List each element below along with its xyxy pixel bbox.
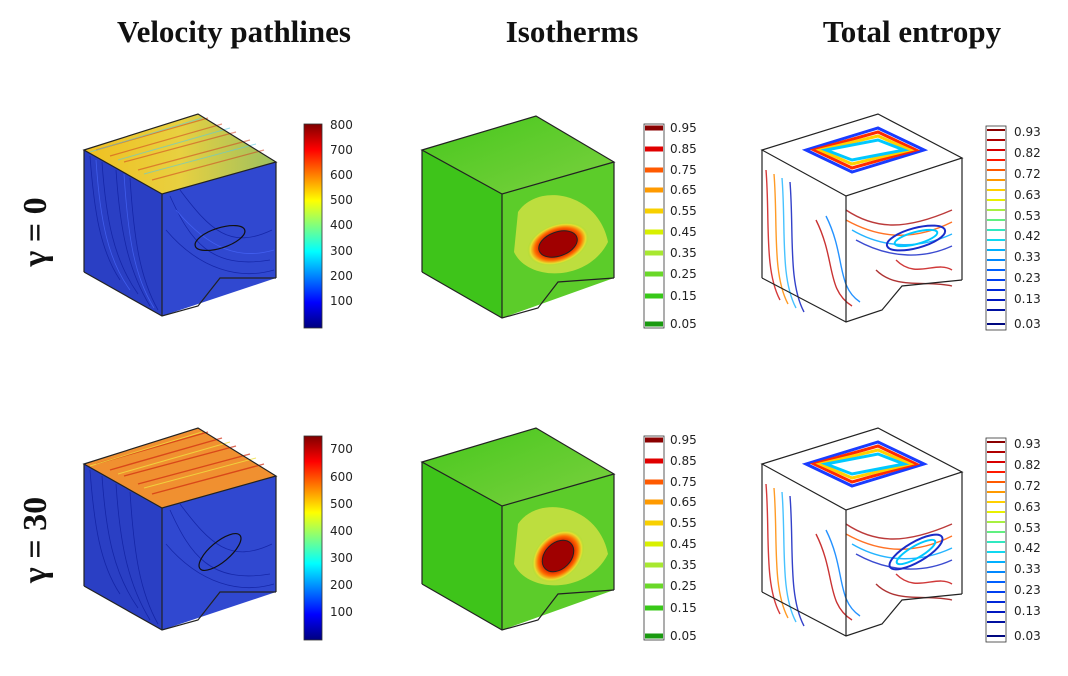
colorbar-tick: 0.95 bbox=[670, 121, 697, 135]
colorbar-tick: 0.05 bbox=[670, 629, 697, 643]
colorbar-tick: 0.13 bbox=[1014, 292, 1041, 306]
colorbar-tick: 700 bbox=[330, 143, 353, 157]
colorbar-tick: 0.95 bbox=[670, 433, 697, 447]
colorbar-tick: 0.85 bbox=[670, 142, 697, 156]
colorbar-tick: 0.93 bbox=[1014, 437, 1041, 451]
colorbar-tick: 0.25 bbox=[670, 267, 697, 281]
colorbar-tick: 500 bbox=[330, 193, 353, 207]
colorbar-tick: 800 bbox=[330, 118, 353, 132]
colorbar-tick: 0.35 bbox=[670, 246, 697, 260]
colorbar-tick: 0.45 bbox=[670, 537, 697, 551]
colorbar-tick: 0.03 bbox=[1014, 629, 1041, 643]
isotherms-colorbar-gamma-30: 0.95 0.85 0.75 0.65 0.55 0.45 0.35 0.25 … bbox=[643, 433, 697, 643]
colorbar-tick: 0.42 bbox=[1014, 229, 1041, 243]
colorbar-tick: 0.13 bbox=[1014, 604, 1041, 618]
colorbar-tick: 600 bbox=[330, 470, 353, 484]
colorbar-tick: 0.63 bbox=[1014, 500, 1041, 514]
velocity-colorbar-gamma-0: 800 700 600 500 400 300 200 100 bbox=[303, 118, 353, 329]
colorbar-tick: 0.05 bbox=[670, 317, 697, 331]
colorbar-tick: 0.15 bbox=[670, 289, 697, 303]
column-title-velocity: Velocity pathlines bbox=[117, 14, 351, 49]
colorbar-tick: 500 bbox=[330, 497, 353, 511]
row-label-gamma-30: γ = 30 bbox=[17, 496, 54, 584]
colorbar-tick: 0.93 bbox=[1014, 125, 1041, 139]
colorbar-tick: 0.35 bbox=[670, 558, 697, 572]
isotherms-cube-gamma-0 bbox=[420, 115, 616, 319]
colorbar-tick: 400 bbox=[330, 524, 353, 538]
colorbar-tick: 0.15 bbox=[670, 601, 697, 615]
column-title-isotherms: Isotherms bbox=[505, 14, 639, 49]
entropy-cube-gamma-0 bbox=[760, 113, 964, 323]
colorbar-tick: 0.33 bbox=[1014, 562, 1041, 576]
colorbar-tick: 0.53 bbox=[1014, 521, 1041, 535]
colorbar-tick: 100 bbox=[330, 294, 353, 308]
colorbar-tick: 300 bbox=[330, 551, 353, 565]
colorbar-tick: 0.23 bbox=[1014, 583, 1041, 597]
colorbar-tick: 0.45 bbox=[670, 225, 697, 239]
isotherms-cube-gamma-30 bbox=[420, 427, 616, 631]
colorbar-tick: 100 bbox=[330, 605, 353, 619]
colorbar-tick: 0.82 bbox=[1014, 146, 1041, 160]
colorbar-tick: 0.55 bbox=[670, 516, 697, 530]
colorbar-tick: 0.42 bbox=[1014, 541, 1041, 555]
velocity-cube-gamma-30 bbox=[82, 427, 278, 631]
colorbar-tick: 0.03 bbox=[1014, 317, 1041, 331]
colorbar-tick: 0.53 bbox=[1014, 209, 1041, 223]
colorbar-tick: 0.75 bbox=[670, 475, 697, 489]
velocity-colorbar-gamma-30: 700 600 500 400 300 200 100 bbox=[303, 435, 353, 641]
colorbar-tick: 0.63 bbox=[1014, 188, 1041, 202]
colorbar-tick: 200 bbox=[330, 269, 353, 283]
colorbar-tick: 400 bbox=[330, 218, 353, 232]
colorbar-tick: 0.72 bbox=[1014, 479, 1041, 493]
colorbar-tick: 0.82 bbox=[1014, 458, 1041, 472]
entropy-colorbar-gamma-30: 0.93 0.82 0.72 0.63 0.53 0.42 0.33 0.23 … bbox=[985, 437, 1041, 643]
colorbar-tick: 600 bbox=[330, 168, 353, 182]
column-title-entropy: Total entropy bbox=[822, 14, 1002, 49]
colorbar-tick: 0.65 bbox=[670, 495, 697, 509]
entropy-cube-gamma-30 bbox=[760, 427, 964, 637]
colorbar-tick: 300 bbox=[330, 244, 353, 258]
colorbar-tick: 0.85 bbox=[670, 454, 697, 468]
entropy-colorbar-gamma-0: 0.93 0.82 0.72 0.63 0.53 0.42 0.33 0.23 … bbox=[985, 125, 1041, 331]
colorbar-tick: 0.72 bbox=[1014, 167, 1041, 181]
colorbar-tick: 0.33 bbox=[1014, 250, 1041, 264]
colorbar-tick: 0.75 bbox=[670, 163, 697, 177]
isotherms-colorbar-gamma-0: 0.95 0.85 0.75 0.65 0.55 0.45 0.35 0.25 … bbox=[643, 121, 697, 331]
velocity-cube-gamma-0 bbox=[82, 113, 278, 317]
colorbar-tick: 0.25 bbox=[670, 579, 697, 593]
colorbar-tick: 0.55 bbox=[670, 204, 697, 218]
colorbar-tick: 200 bbox=[330, 578, 353, 592]
colorbar-tick: 0.23 bbox=[1014, 271, 1041, 285]
row-label-gamma-0: γ = 0 bbox=[17, 197, 54, 267]
colorbar-tick: 700 bbox=[330, 442, 353, 456]
colorbar-tick: 0.65 bbox=[670, 183, 697, 197]
